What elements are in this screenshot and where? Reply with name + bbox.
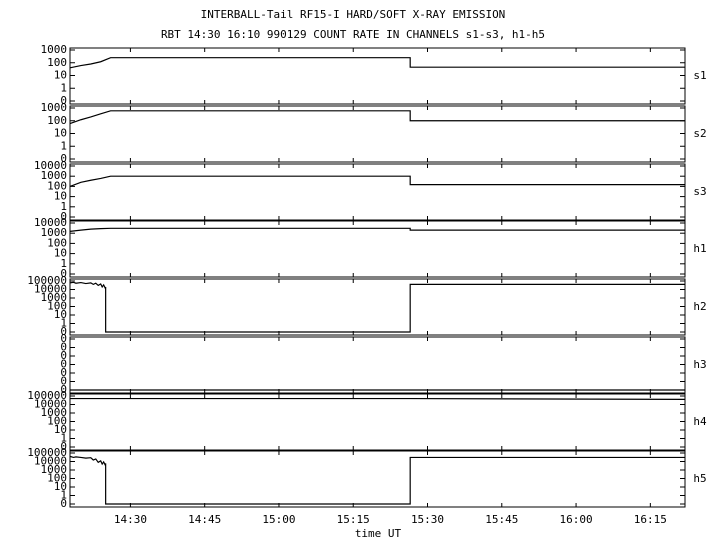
series-label: h4 [693,415,707,428]
y-tick-label: 10 [54,69,67,82]
y-tick-label: 1000 [41,463,68,476]
series-line [69,110,685,125]
y-tick-label: 0 [60,152,67,165]
y-tick-label: 0 [60,267,67,280]
y-tick-label: 10000 [34,216,67,229]
y-tick-label: 10 [54,423,67,436]
y-tick-label: 1 [60,81,67,94]
y-tick-label: 100 [47,179,67,192]
series-line [69,455,685,505]
y-tick-label: 0 [60,332,67,345]
series-line [69,57,685,69]
y-tick-label: 1 [60,489,67,502]
y-tick-label: 100000 [27,274,67,287]
series-line [69,227,685,232]
y-tick-label: 10000 [34,283,67,296]
x-tick-label: 16:15 [634,513,667,526]
y-tick-label: 10000 [34,398,67,411]
y-tick-label: 1000 [41,406,68,419]
panel-frame [69,163,686,221]
series-label: h2 [693,300,706,313]
x-tick-label: 14:45 [188,513,221,526]
y-tick-label: 0 [60,375,67,388]
y-tick-label: 100 [47,56,67,69]
y-tick-label: 1 [60,317,67,330]
series-line [70,397,686,400]
y-tick-label: 10000 [34,159,67,172]
series-label: s1 [693,69,706,82]
y-tick-label: 0 [60,210,67,223]
series-label: h5 [693,472,706,485]
series-label: h3 [693,358,706,371]
x-tick-label: 14:30 [114,513,147,526]
x-tick-label: 15:00 [262,513,295,526]
y-tick-label: 0 [60,366,67,379]
chart-subtitle: RBT 14:30 16:10 990129 COUNT RATE IN CHA… [161,28,545,41]
series-line [69,175,685,187]
y-tick-label: 10 [54,247,67,260]
y-tick-label: 100000 [27,389,67,402]
x-tick-label: 15:45 [485,513,518,526]
y-tick-label: 0 [60,349,67,362]
y-tick-label: 1000 [41,226,68,239]
y-tick-label: 0 [60,358,67,371]
y-tick-label: 0 [60,497,67,510]
y-tick-label: 1000 [41,169,68,182]
x-tick-label: 15:15 [337,513,370,526]
y-tick-label: 0 [60,383,67,396]
y-tick-label: 1 [60,139,67,152]
y-tick-label: 1000 [41,43,68,56]
x-tick-label: 15:30 [411,513,444,526]
y-tick-label: 1 [60,200,67,213]
y-tick-label: 0 [60,94,67,107]
y-tick-label: 100 [47,300,67,313]
y-tick-label: 10 [54,308,67,321]
series-label: s3 [693,185,706,198]
y-tick-label: 1000 [41,101,68,114]
y-tick-label: 100 [47,415,67,428]
y-tick-label: 100 [47,114,67,127]
series-label: h1 [693,242,706,255]
y-tick-label: 100000 [27,446,67,459]
y-tick-label: 1 [60,257,67,270]
y-tick-label: 0 [60,440,67,453]
y-tick-label: 0 [60,341,67,354]
y-tick-label: 10 [54,190,67,203]
panel-frame [69,220,686,278]
y-tick-label: 100 [47,236,67,249]
series-label: s2 [693,127,706,140]
y-tick-label: 1000 [41,291,68,304]
y-tick-label: 100 [47,472,67,485]
y-tick-label: 10000 [34,455,67,468]
x-tick-label: 16:00 [560,513,593,526]
y-tick-label: 1 [60,432,67,445]
y-tick-label: 0 [60,325,67,338]
series-line [69,281,685,333]
y-tick-label: 10 [54,480,67,493]
x-axis-label: time UT [355,527,402,540]
y-tick-label: 10 [54,127,67,140]
chart-title: INTERBALL-Tail RF15-I HARD/SOFT X-RAY EM… [201,8,506,21]
